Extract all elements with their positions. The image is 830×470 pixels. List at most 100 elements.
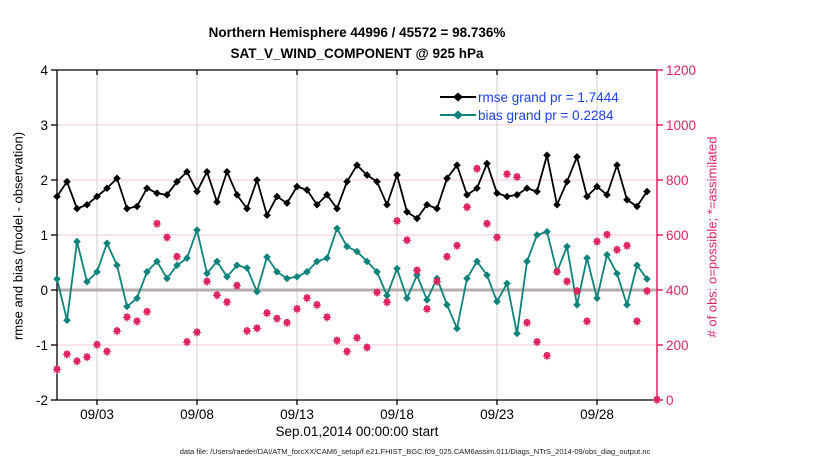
bias-marker	[573, 301, 581, 309]
bias-marker	[243, 264, 251, 272]
left-y-tick-label: 0	[40, 283, 48, 298]
rmse-marker	[633, 202, 641, 211]
obs-possible-circle-marker	[53, 365, 61, 372]
obs-possible-circle-marker	[383, 298, 391, 305]
rmse-marker	[123, 204, 131, 213]
rmse-marker	[433, 204, 441, 213]
obs-possible-circle-marker	[393, 217, 401, 224]
bias-marker	[343, 242, 351, 251]
obs-possible-circle-marker	[653, 395, 661, 403]
rmse-marker	[243, 204, 251, 213]
obs-possible-circle-marker	[303, 294, 311, 301]
left-y-tick-label: 3	[40, 118, 48, 133]
rmse-marker	[623, 196, 631, 204]
obs-possible-circle-marker	[233, 281, 241, 289]
obs-possible-circle-marker	[443, 252, 451, 260]
rmse-marker	[233, 191, 241, 199]
rmse-marker	[463, 191, 471, 199]
obs-possible-circle-marker	[463, 203, 471, 210]
obs-possible-circle-marker	[183, 338, 191, 345]
x-axis-label: Sep.01,2014 00:00:00 start	[275, 424, 439, 439]
legend-label-bias: bias grand pr = 0.2284	[478, 107, 614, 123]
bias-marker	[473, 257, 481, 266]
obs-possible-circle-marker	[63, 350, 71, 357]
rmse-marker	[273, 192, 281, 201]
data-file-path: data file: /Users/raeder/DAI/ATM_forcXX/…	[179, 447, 651, 456]
obs-possible-circle-marker	[593, 237, 601, 245]
bias-marker	[523, 257, 531, 266]
obs-possible-circle-marker	[293, 305, 301, 312]
left-y-tick-label: -2	[36, 393, 48, 408]
x-tick-label: 09/03	[80, 407, 114, 422]
bias-marker	[453, 324, 461, 333]
left-y-axis-label: rmse and bias (model - observation)	[10, 131, 26, 341]
obs-possible-circle-marker	[173, 252, 181, 260]
bias-marker	[73, 237, 81, 246]
bias-marker	[503, 279, 511, 288]
obs-possible-circle-marker	[533, 338, 541, 345]
bias-marker	[643, 275, 651, 283]
right-y-tick-label: 1200	[666, 63, 696, 78]
rmse-marker	[523, 184, 531, 193]
bias-marker	[443, 301, 451, 309]
rmse-marker	[313, 200, 321, 209]
bias-marker	[133, 294, 141, 303]
bias-marker	[93, 268, 101, 276]
rmse-marker	[413, 214, 421, 223]
bias-marker	[513, 329, 521, 338]
legend-row-rmse: rmse grand pr = 1.7444	[440, 88, 619, 106]
bias-marker	[623, 301, 631, 309]
rmse-marker	[603, 191, 611, 199]
x-tick-label: 09/13	[280, 407, 314, 422]
rmse-marker	[493, 189, 501, 197]
bias-marker	[543, 227, 551, 236]
bias-marker	[593, 294, 601, 303]
rmse-marker	[563, 177, 571, 186]
rmse-marker	[533, 187, 541, 196]
obs-possible-circle-marker	[363, 343, 371, 350]
right-y-tick-label: 0	[666, 393, 674, 408]
obs-possible-circle-marker	[203, 277, 211, 284]
obs-possible-circle-marker	[623, 241, 631, 249]
obs-possible-circle-marker	[313, 300, 321, 308]
rmse-marker	[593, 182, 601, 191]
bias-marker	[583, 254, 591, 262]
obs-possible-circle-marker	[423, 305, 431, 312]
obs-possible-circle-marker	[453, 241, 461, 249]
bias-marker	[283, 274, 291, 283]
obs-possible-circle-marker	[503, 170, 511, 177]
obs-possible-circle-marker	[343, 347, 351, 355]
rmse-marker	[283, 199, 291, 207]
obs-possible-circle-marker	[473, 164, 481, 172]
obs-possible-circle-marker	[543, 351, 551, 359]
bias-marker	[273, 268, 281, 276]
bias-marker	[63, 316, 71, 325]
rmse-marker	[53, 192, 61, 201]
bias-marker	[563, 242, 571, 251]
rmse-marker	[63, 177, 71, 186]
bias-marker	[313, 257, 321, 266]
obs-possible-circle-marker	[583, 317, 591, 324]
rmse-marker	[373, 177, 381, 186]
bias-marker	[423, 296, 431, 304]
left-y-tick-label: 1	[40, 228, 48, 243]
rmse-marker	[323, 191, 331, 199]
rmse-marker	[203, 167, 211, 176]
legend-row-bias: bias grand pr = 0.2284	[440, 106, 619, 124]
obs-possible-circle-marker	[113, 327, 121, 334]
right-y-axis-label: # of obs: o=possible; *=assimilated	[704, 136, 720, 338]
obs-possible-circle-marker	[93, 340, 101, 348]
obs-possible-circle-marker	[613, 245, 621, 253]
left-y-tick-label: -1	[36, 338, 48, 353]
bias-marker	[233, 261, 241, 270]
rmse-marker	[363, 171, 371, 179]
obs-possible-circle-marker	[143, 307, 151, 315]
bias-marker	[213, 257, 221, 266]
obs-possible-circle-marker	[513, 173, 521, 180]
obs-possible-circle-marker	[253, 324, 261, 331]
rmse-marker	[353, 161, 361, 169]
rmse-marker	[113, 174, 121, 183]
bias-marker	[123, 302, 131, 311]
rmse-marker	[93, 192, 101, 201]
bias-marker	[293, 273, 301, 281]
